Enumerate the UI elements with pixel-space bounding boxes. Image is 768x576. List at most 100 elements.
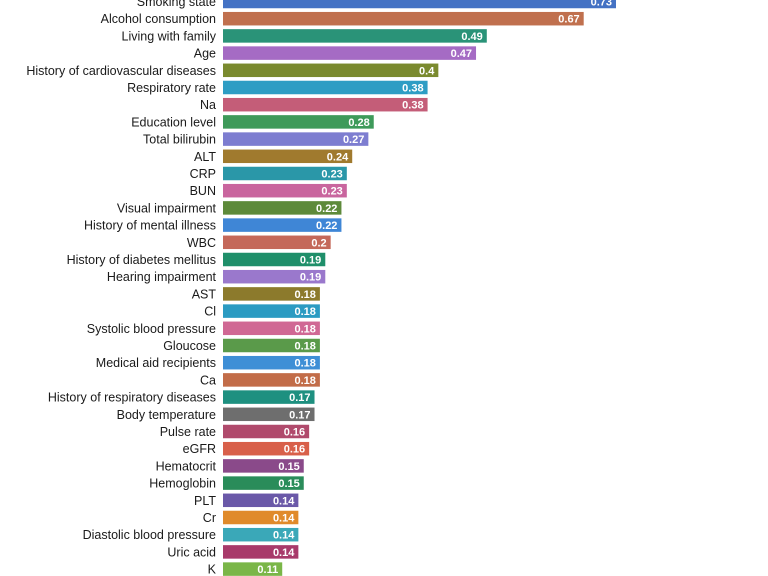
bar <box>223 407 315 422</box>
bar-row: History of respiratory diseases 0.17 <box>48 390 315 405</box>
bar-row: Hemoglobin 0.15 <box>149 476 304 491</box>
category-label: Gloucose <box>163 339 216 353</box>
bar <box>223 424 310 439</box>
bar-row: Education level 0.28 <box>131 115 374 129</box>
category-label: Total bilirubin <box>143 133 216 147</box>
value-label: 0.18 <box>294 375 315 387</box>
category-label: Respiratory rate <box>127 81 216 95</box>
bar-row: CRP 0.23 <box>190 166 347 181</box>
bar <box>223 46 477 60</box>
value-label: 0.22 <box>316 220 337 232</box>
bar-row: Uric acid 0.14 <box>167 545 299 559</box>
category-label: Education level <box>131 115 216 129</box>
bar <box>223 476 304 490</box>
bar <box>223 252 326 267</box>
bar <box>223 0 616 9</box>
bar <box>223 459 304 473</box>
bar-row: Gloucose 0.18 <box>163 338 320 353</box>
category-label: Hematocrit <box>156 459 217 473</box>
bar-row: Pulse rate 0.16 <box>160 424 310 439</box>
category-label: Body temperature <box>117 408 216 422</box>
bar-row: Visual impairment 0.22 <box>117 201 342 215</box>
value-label: 0.18 <box>294 306 315 318</box>
bar <box>223 441 310 456</box>
bar-row: Hematocrit 0.15 <box>156 459 304 473</box>
bar-row: History of diabetes mellitus 0.19 <box>67 252 326 267</box>
category-label: Medical aid recipients <box>96 356 216 370</box>
value-label: 0.15 <box>278 461 299 473</box>
category-label: History of respiratory diseases <box>48 391 216 405</box>
bar-row: Age 0.47 <box>194 46 477 61</box>
bar <box>223 29 487 43</box>
value-label: 0.73 <box>591 0 612 9</box>
category-label: Alcohol consumption <box>101 12 216 26</box>
category-label: BUN <box>190 184 216 198</box>
category-label: Visual impairment <box>117 201 217 215</box>
bar-row: Ca 0.18 <box>200 373 320 387</box>
value-label: 0.49 <box>461 31 482 43</box>
bar <box>223 183 347 198</box>
bar <box>223 355 320 370</box>
category-label: History of mental illness <box>84 219 216 233</box>
value-label: 0.18 <box>294 341 315 353</box>
bar <box>223 545 299 559</box>
value-label: 0.22 <box>316 203 337 215</box>
value-label: 0.14 <box>273 495 295 507</box>
bar <box>223 80 428 95</box>
bar <box>223 390 315 404</box>
category-label: CRP <box>190 167 216 181</box>
bar-row: History of mental illness 0.22 <box>84 218 342 233</box>
bar-row: Diastolic blood pressure 0.14 <box>83 527 299 542</box>
bar-row: Cr 0.14 <box>203 510 299 525</box>
bar <box>223 166 347 181</box>
value-label: 0.67 <box>558 14 579 26</box>
bar <box>223 97 428 112</box>
value-label: 0.14 <box>273 530 295 542</box>
category-label: Hearing impairment <box>107 270 217 284</box>
category-label: Cl <box>204 305 216 319</box>
bar-row: AST 0.18 <box>192 287 320 301</box>
value-label: 0.14 <box>273 547 295 559</box>
category-label: eGFR <box>183 442 216 456</box>
bar-row: Na 0.38 <box>200 97 428 112</box>
bar-row: Cl 0.18 <box>204 304 320 319</box>
value-label: 0.17 <box>289 409 310 421</box>
bar <box>223 493 299 508</box>
category-label: Uric acid <box>167 545 216 559</box>
bar-row: Total bilirubin 0.27 <box>143 132 369 147</box>
category-label: Living with family <box>122 29 217 43</box>
bar <box>223 304 320 318</box>
bar <box>223 132 369 146</box>
value-label: 0.18 <box>294 323 315 335</box>
value-label: 0.27 <box>343 134 364 146</box>
value-label: 0.11 <box>257 564 278 576</box>
bar-row: History of cardiovascular diseases 0.4 <box>26 63 439 78</box>
value-label: 0.16 <box>284 444 305 456</box>
bar <box>223 562 283 576</box>
bar-row: K 0.11 <box>208 562 283 576</box>
bar-row: Systolic blood pressure 0.18 <box>87 321 320 336</box>
value-label: 0.19 <box>300 272 321 284</box>
bar <box>223 63 439 78</box>
value-label: 0.17 <box>289 392 310 404</box>
bar <box>223 201 342 215</box>
bar-row: WBC 0.2 <box>187 235 331 250</box>
bar-row: Smoking state 0.73 <box>137 0 616 9</box>
category-label: Hemoglobin <box>149 477 216 491</box>
value-label: 0.28 <box>348 117 369 129</box>
value-label: 0.19 <box>300 255 321 267</box>
category-label: History of diabetes mellitus <box>67 253 216 267</box>
value-label: 0.14 <box>273 513 295 525</box>
bar-row: Medical aid recipients 0.18 <box>96 355 320 370</box>
value-label: 0.24 <box>327 151 349 163</box>
category-label: Ca <box>200 373 216 387</box>
value-label: 0.18 <box>294 358 315 370</box>
value-label: 0.4 <box>419 65 435 77</box>
bar <box>223 527 299 542</box>
bar <box>223 373 320 387</box>
category-label: Cr <box>203 511 216 525</box>
bar <box>223 218 342 232</box>
bar-row: PLT 0.14 <box>194 493 299 508</box>
value-label: 0.18 <box>294 289 315 301</box>
